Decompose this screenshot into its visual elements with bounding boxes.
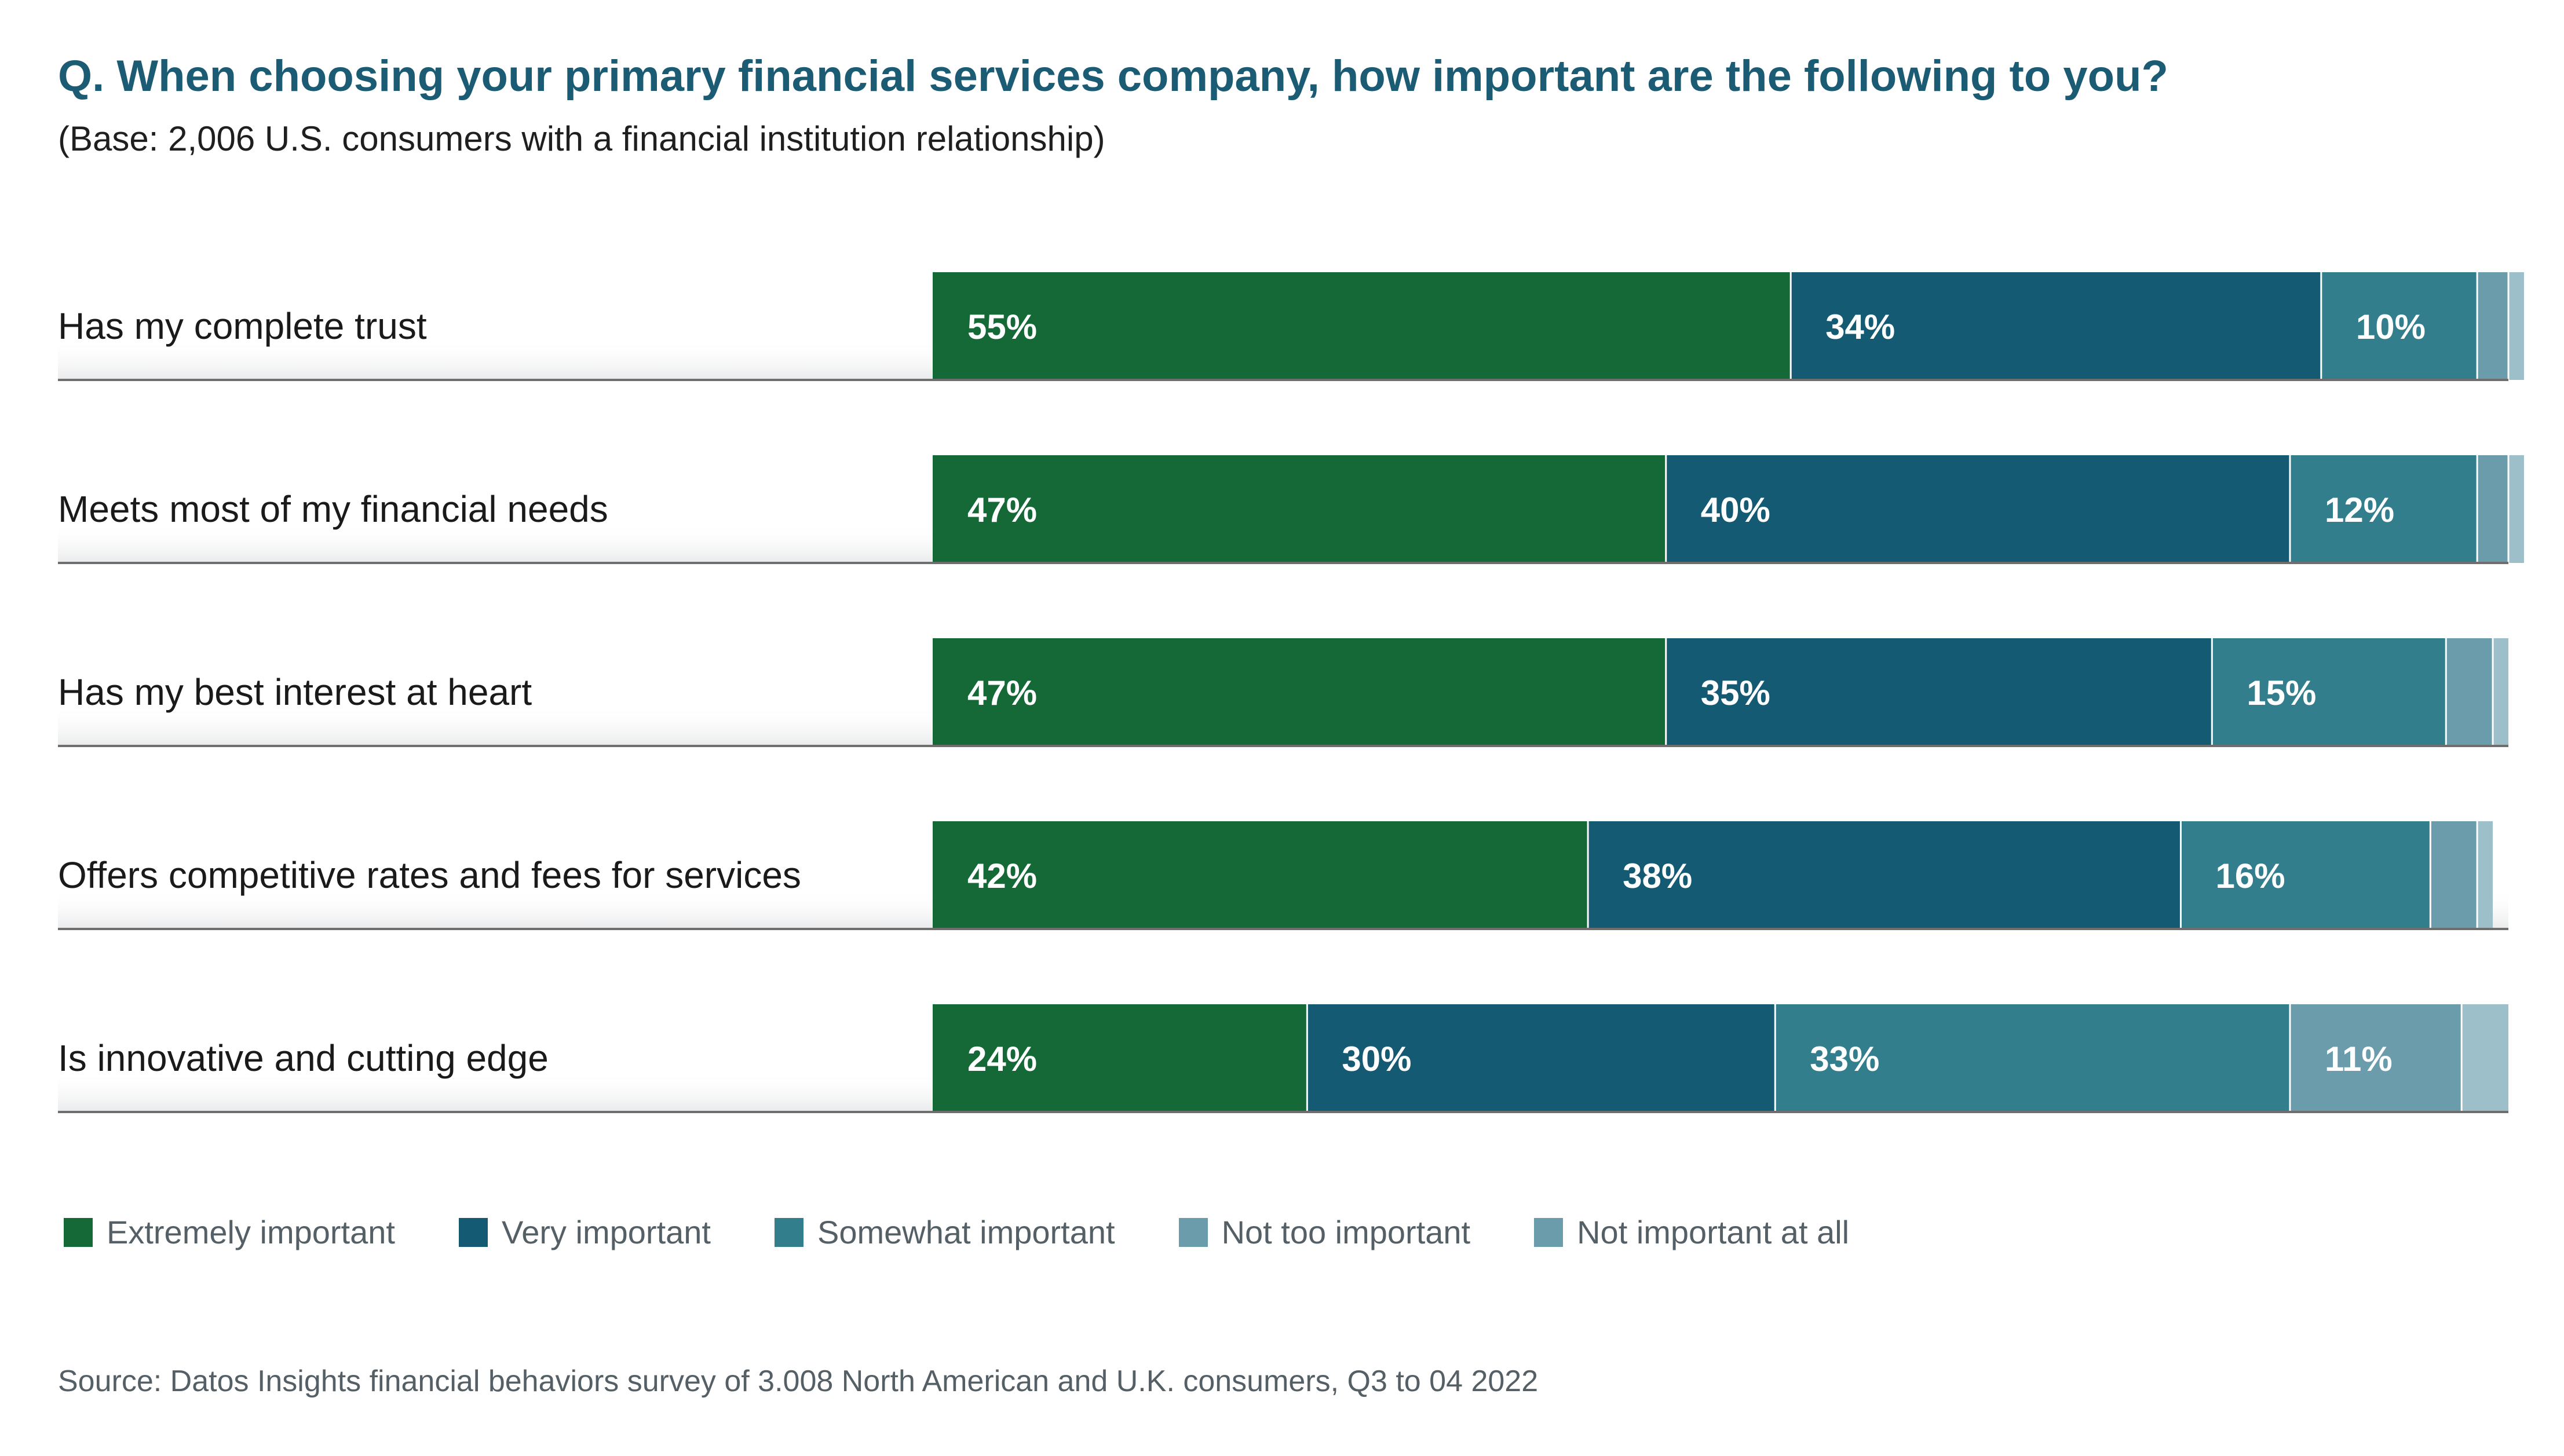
legend-label: Not important at all (1577, 1214, 1850, 1250)
bar-segment-very-important (1665, 455, 2290, 563)
bar-segment-not-important-at-all (2493, 638, 2508, 746)
bar-segment-not-too-important (2477, 455, 2508, 563)
bar-segment-somewhat-important (1775, 1004, 2290, 1112)
bar-segment-not-too-important (2289, 1004, 2462, 1112)
data-label: 11% (2325, 1040, 2393, 1078)
bar-segment-extremely-important (933, 638, 1666, 746)
legend-swatch (1534, 1217, 1564, 1247)
bar-segment-not-important-at-all (2508, 272, 2524, 380)
chart-subtitle: (Base: 2,006 U.S. consumers with a finan… (58, 119, 1105, 158)
legend-item-somewhat-important: Somewhat important (774, 1213, 1115, 1251)
bar-segment-very-important (1588, 821, 2181, 929)
legend-label: Extremely important (107, 1214, 395, 1250)
legend-swatch (1178, 1217, 1208, 1247)
legend-swatch (64, 1217, 93, 1247)
bar-segment-very-important (1791, 272, 2321, 380)
category-label: Meets most of my financial needs (58, 488, 608, 530)
legend-item-very-important: Very important (458, 1213, 711, 1251)
data-label: 10% (2356, 308, 2426, 346)
bar-segment-very-important (1665, 638, 2212, 746)
bar-segment-not-too-important (2430, 821, 2478, 929)
bar-segment-extremely-important (933, 272, 1791, 380)
legend-label: Very important (501, 1214, 711, 1250)
legend-item-not-too-important: Not too important (1178, 1213, 1471, 1251)
data-label: 15% (2247, 674, 2316, 712)
bar-segment-somewhat-important (2181, 821, 2431, 929)
bar-segment-not-too-important (2446, 638, 2493, 746)
data-label: 42% (967, 857, 1037, 895)
bar-segment-extremely-important (933, 821, 1588, 929)
bar-segment-not-important-at-all (2508, 455, 2524, 563)
data-label: 12% (2325, 491, 2394, 529)
bar-segment-somewhat-important (2289, 455, 2478, 563)
stacked-bar-chart: Has my complete trust 55% 34% 10% Meets most… (58, 272, 2524, 1113)
bar-segment-not-important-at-all (2461, 1004, 2508, 1112)
data-label: 47% (967, 491, 1037, 529)
legend-item-not-important-at-all: Not important at all (1534, 1213, 1849, 1251)
category-label: Offers competitive rates and fees for se… (58, 854, 801, 896)
data-label: 40% (1701, 491, 1770, 529)
bar-segment-somewhat-important (2321, 272, 2478, 380)
bar-segment-not-important-at-all (2477, 821, 2493, 929)
data-label: 24% (967, 1040, 1037, 1078)
data-label: 55% (967, 308, 1037, 346)
bar-segment-very-important (1307, 1004, 1776, 1112)
bar-segment-extremely-important (933, 1004, 1307, 1112)
data-label: 30% (1342, 1040, 1411, 1078)
category-label: Has my complete trust (58, 305, 427, 347)
legend-item-extremely-important: Extremely important (64, 1213, 395, 1251)
category-label: Has my best interest at heart (58, 671, 532, 713)
legend-swatch (458, 1217, 488, 1247)
legend-label: Not too important (1221, 1214, 1471, 1250)
bar-segment-somewhat-important (2212, 638, 2446, 746)
data-label: 47% (967, 674, 1037, 712)
data-label: 34% (1825, 308, 1895, 346)
legend-swatch (774, 1217, 803, 1247)
data-label: 38% (1623, 857, 1692, 895)
data-label: 16% (2215, 857, 2285, 895)
chart-title: Q. When choosing your primary financial … (58, 52, 2168, 101)
legend-label: Somewhat important (817, 1214, 1115, 1250)
source-note: Source: Datos Insights financial behavio… (58, 1364, 1539, 1398)
category-label: Is innovative and cutting edge (58, 1037, 549, 1079)
chart-legend: Extremely important Very important Somew… (64, 1213, 1913, 1251)
data-label: 35% (1701, 674, 1770, 712)
bar-segment-not-too-important (2477, 272, 2508, 380)
bar-segment-extremely-important (933, 455, 1666, 563)
data-label: 33% (1810, 1040, 1879, 1078)
